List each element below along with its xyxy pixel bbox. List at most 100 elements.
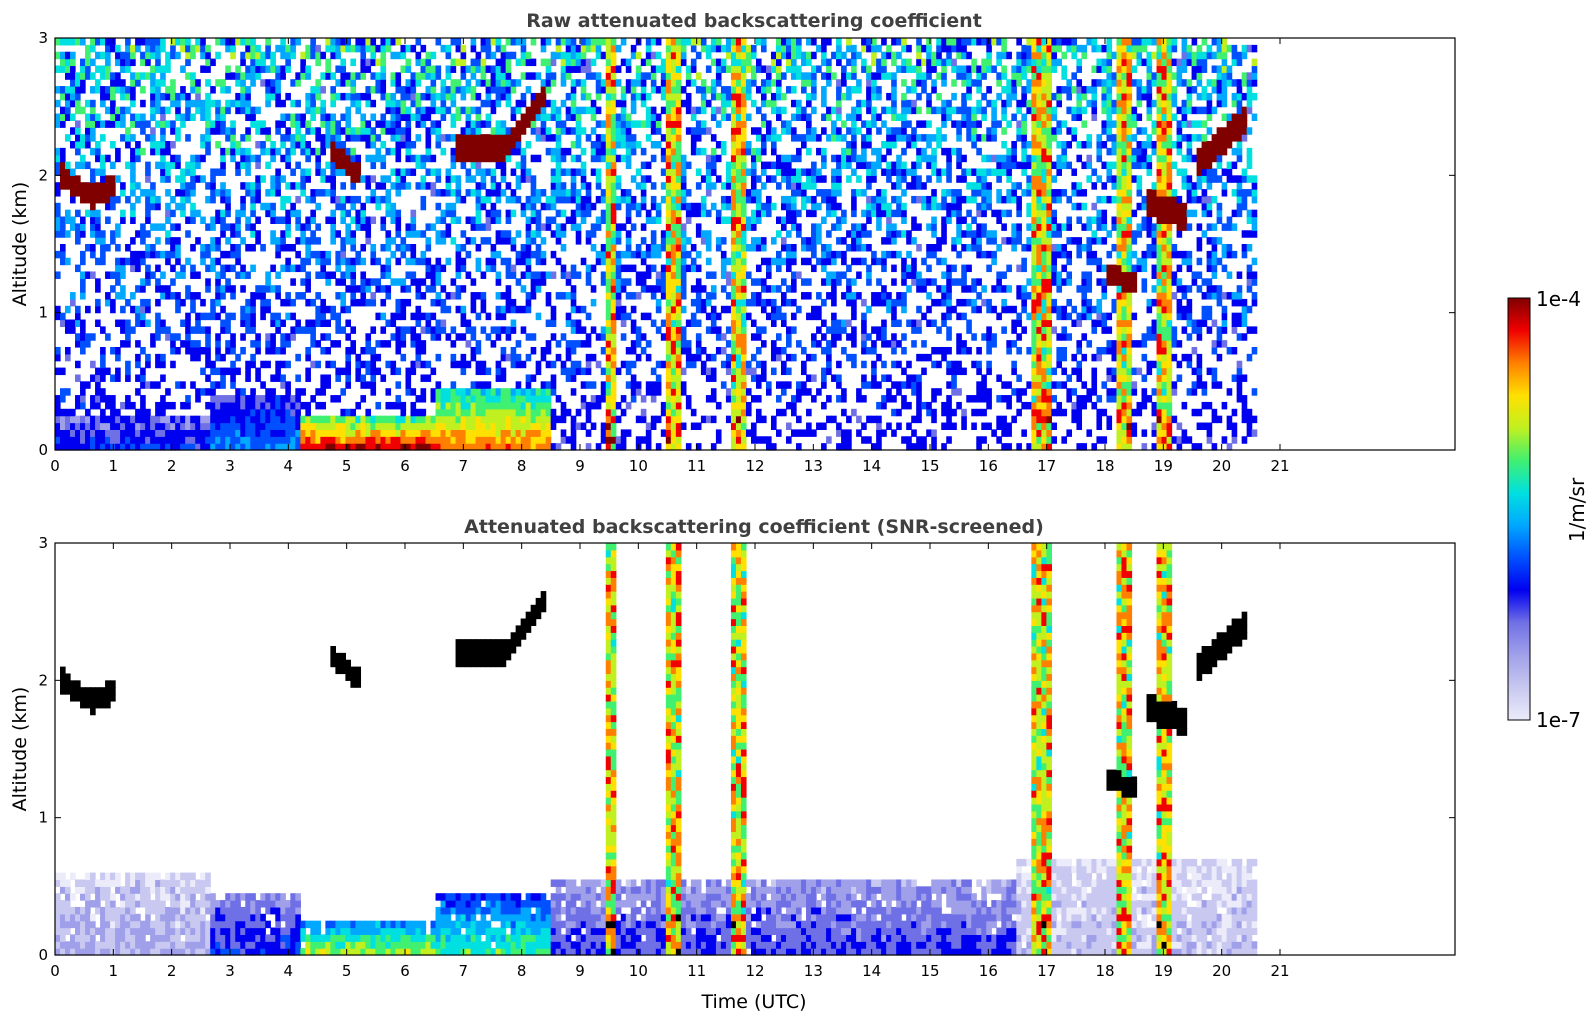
heatmap-cell	[335, 443, 341, 451]
heatmap-cell	[155, 92, 161, 101]
heatmap-cell	[565, 340, 572, 348]
heatmap-cell	[730, 161, 737, 170]
heatmap-cell	[465, 79, 472, 87]
heatmap-cell	[90, 175, 96, 183]
heatmap-cell	[460, 44, 467, 53]
heatmap-cell	[630, 340, 637, 348]
heatmap-cell	[525, 415, 532, 424]
heatmap-cell	[235, 395, 241, 403]
heatmap-cell	[125, 257, 131, 266]
heatmap-cell	[735, 223, 742, 231]
heatmap-cell	[425, 147, 432, 156]
heatmap-cell	[675, 298, 682, 307]
heatmap-cell	[415, 161, 422, 170]
heatmap-cell	[240, 58, 246, 67]
heatmap-cell	[781, 257, 787, 266]
heatmap-cell	[786, 230, 792, 238]
heatmap-cell	[781, 120, 787, 128]
heatmap-cell	[565, 408, 572, 417]
heatmap-cell	[786, 58, 792, 67]
heatmap-cell	[796, 154, 802, 163]
heatmap-cell	[615, 79, 622, 87]
heatmap-cell	[500, 79, 507, 87]
heatmap-cell	[265, 395, 271, 403]
heatmap-cell	[325, 58, 331, 67]
heatmap-cell	[80, 86, 86, 94]
heatmap-cell	[450, 408, 457, 417]
heatmap-cell	[165, 429, 171, 437]
heatmap-cell	[620, 264, 627, 273]
heatmap-cell	[791, 429, 797, 437]
heatmap-cell	[170, 415, 176, 424]
heatmap-cell	[786, 285, 792, 293]
heatmap-cell	[630, 264, 637, 273]
heatmap-cell	[260, 298, 266, 307]
heatmap-cell	[405, 298, 412, 307]
heatmap-cell	[325, 161, 331, 170]
heatmap-cell	[320, 374, 326, 382]
heatmap-cell	[510, 189, 517, 197]
heatmap-cell	[735, 388, 742, 396]
heatmap-cell	[705, 367, 712, 376]
heatmap-cell	[135, 182, 141, 190]
heatmap-cell	[510, 408, 517, 417]
heatmap-cell	[630, 134, 637, 142]
heatmap-cell	[475, 244, 482, 252]
heatmap-cell	[595, 44, 602, 53]
heatmap-cell	[545, 319, 552, 327]
heatmap-cell	[320, 422, 326, 430]
heatmap-cell	[770, 147, 777, 156]
heatmap-cell	[185, 58, 191, 67]
heatmap-cell	[640, 182, 647, 190]
heatmap-cell	[440, 237, 447, 245]
heatmap-cell	[355, 154, 362, 163]
heatmap-cell	[635, 168, 642, 176]
heatmap-cell	[650, 415, 657, 424]
heatmap-cell	[285, 244, 291, 252]
heatmap-cell	[125, 244, 131, 252]
heatmap-cell	[555, 195, 562, 204]
heatmap-cell	[300, 230, 306, 238]
heatmap-cell	[335, 38, 341, 46]
heatmap-cell	[645, 381, 652, 389]
heatmap-cell	[515, 106, 522, 115]
heatmap-cell	[185, 292, 191, 300]
heatmap-cell	[160, 223, 166, 231]
heatmap-cell	[185, 51, 191, 60]
heatmap-cell	[425, 415, 432, 424]
heatmap-cell	[685, 395, 692, 403]
heatmap-cell	[791, 209, 797, 218]
heatmap-cell	[650, 264, 657, 273]
heatmap-cell	[776, 58, 782, 67]
heatmap-cell	[300, 223, 306, 231]
heatmap-cell	[345, 436, 352, 444]
heatmap-cell	[680, 58, 687, 67]
heatmap-cell	[70, 79, 76, 87]
heatmap-cell	[670, 79, 677, 87]
heatmap-cell	[570, 367, 577, 376]
heatmap-cell	[670, 230, 677, 238]
heatmap-cell	[740, 175, 747, 183]
heatmap-cell	[720, 44, 727, 53]
heatmap-cell	[540, 223, 547, 231]
heatmap-cell	[776, 408, 782, 417]
heatmap-cell	[215, 347, 221, 355]
heatmap-cell	[405, 44, 412, 53]
heatmap-cell	[230, 285, 236, 293]
heatmap-cell	[715, 92, 722, 101]
heatmap-cell	[796, 395, 802, 403]
heatmap-cell	[475, 395, 482, 403]
heatmap-cell	[776, 51, 782, 60]
heatmap-cell	[290, 408, 296, 417]
heatmap-cell	[95, 305, 101, 314]
heatmap-cell	[305, 216, 311, 224]
heatmap-cell	[370, 44, 377, 53]
heatmap-cell	[370, 113, 377, 121]
heatmap-cell	[80, 141, 86, 149]
heatmap-cell	[465, 326, 472, 334]
heatmap-cell	[275, 429, 281, 437]
heatmap-cell	[435, 237, 442, 245]
heatmap-cell	[55, 395, 61, 403]
heatmap-cell	[715, 401, 722, 410]
heatmap-cell	[590, 72, 597, 80]
